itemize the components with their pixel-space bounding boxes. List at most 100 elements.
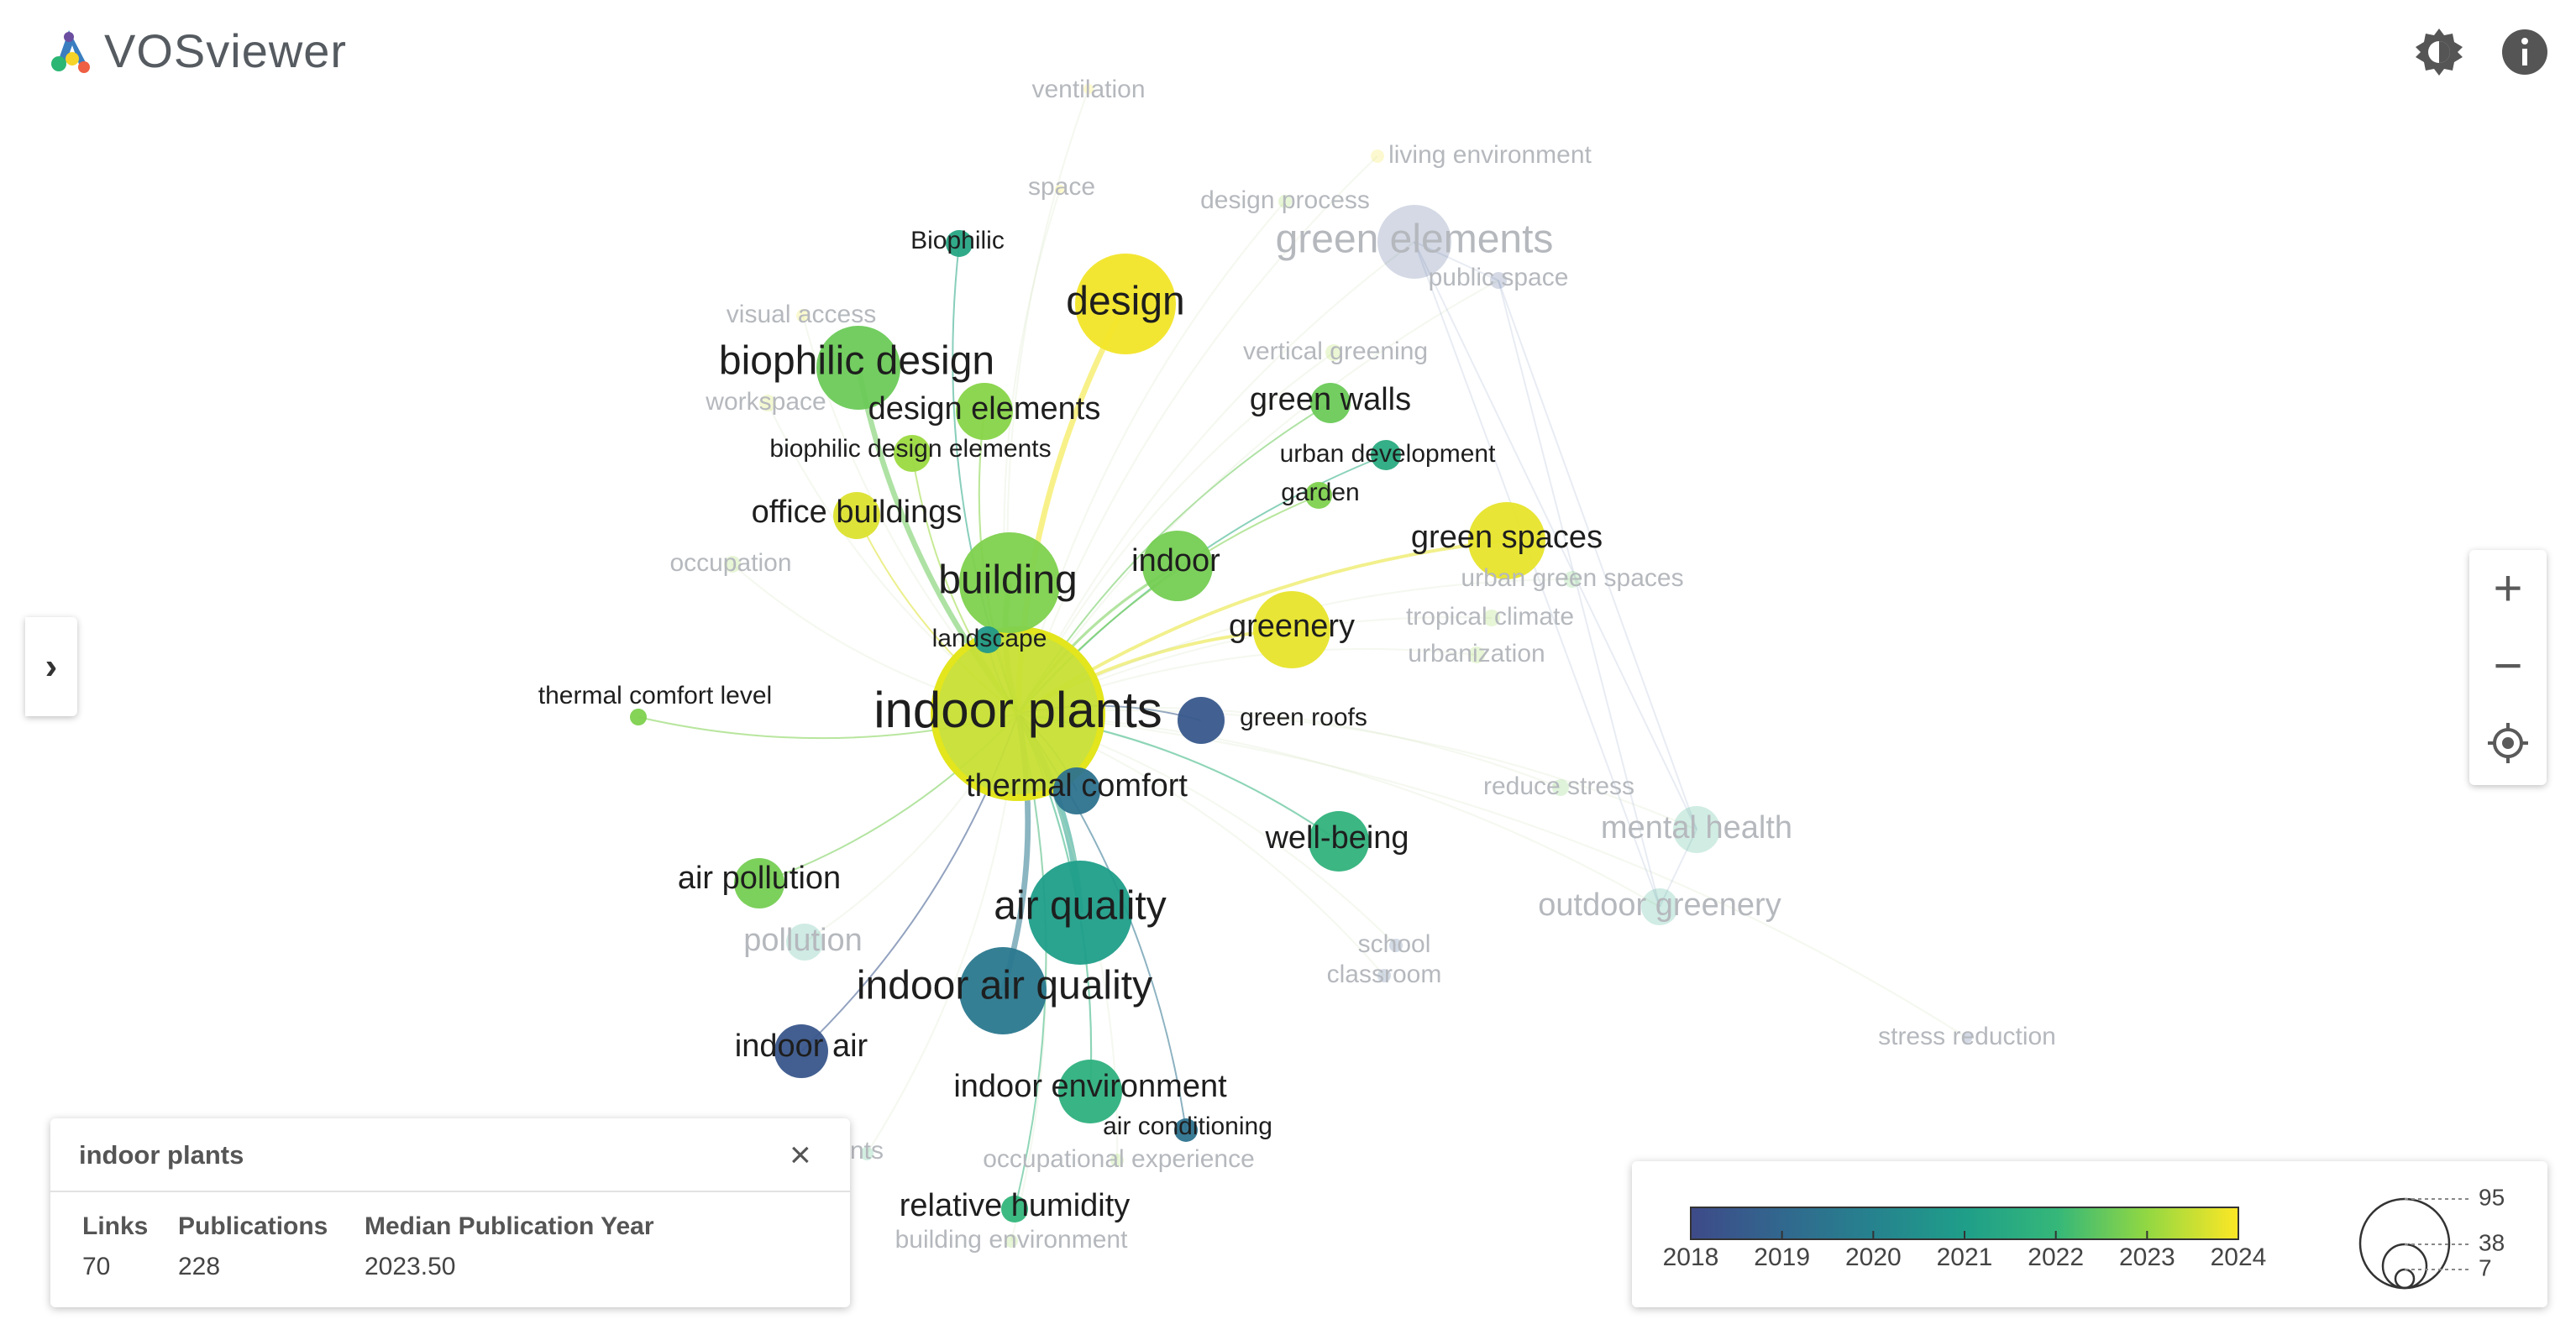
- node-occupation[interactable]: [724, 556, 741, 573]
- node-label-outdoor-greenery[interactable]: outdoor greenery: [1538, 887, 1781, 923]
- node-label-occupation[interactable]: occupation: [669, 549, 791, 577]
- node-label-building-environment[interactable]: building environment: [895, 1226, 1129, 1254]
- zoom-out-button[interactable]: −: [2469, 627, 2547, 704]
- node-design-process[interactable]: [1278, 195, 1292, 208]
- node-label-vertical-greening[interactable]: vertical greening: [1243, 338, 1428, 365]
- node-biophilic-design[interactable]: [816, 326, 900, 410]
- node-biophilic-design-elements[interactable]: [894, 435, 931, 472]
- node-label-green-elements[interactable]: green elements: [1276, 217, 1554, 262]
- node-label-public-space[interactable]: public space: [1429, 264, 1569, 291]
- node-label-indoor-air[interactable]: indoor air: [735, 1029, 868, 1064]
- node-green-roofs[interactable]: [1178, 697, 1225, 744]
- node-workspace[interactable]: [759, 395, 776, 411]
- node-label-air-conditioning[interactable]: air conditioning: [1103, 1112, 1272, 1140]
- reset-view-button[interactable]: [2469, 704, 2547, 782]
- close-icon[interactable]: ×: [790, 1134, 811, 1175]
- node-label-indoor[interactable]: indoor: [1131, 543, 1220, 578]
- node-label-biophilic-design[interactable]: biophilic design: [719, 339, 994, 384]
- node-space[interactable]: [1055, 185, 1065, 195]
- node-relative-humidity[interactable]: [1001, 1196, 1028, 1222]
- node-label-green-roofs[interactable]: green roofs: [1240, 704, 1367, 731]
- node-label-space[interactable]: space: [1028, 173, 1095, 201]
- node-label-air-quality[interactable]: air quality: [994, 884, 1166, 929]
- node-reduce-stress[interactable]: [1552, 779, 1569, 796]
- node-label-urban-development[interactable]: urban development: [1280, 440, 1497, 468]
- node-well-being[interactable]: [1309, 811, 1369, 872]
- node-label-greenery[interactable]: greenery: [1229, 609, 1355, 644]
- sidebar-toggle-button[interactable]: ›: [25, 617, 77, 716]
- node-biophilic[interactable]: [946, 230, 973, 257]
- info-icon[interactable]: [2500, 27, 2550, 77]
- node-label-ventilation[interactable]: ventilation: [1031, 76, 1145, 103]
- node-label-reduce-stress[interactable]: reduce stress: [1483, 772, 1634, 800]
- node-label-thermal-comfort[interactable]: thermal comfort: [966, 768, 1188, 804]
- node-label-green-spaces[interactable]: green spaces: [1411, 520, 1603, 555]
- node-label-well-being[interactable]: well-being: [1264, 820, 1409, 856]
- node-urbanization[interactable]: [1468, 647, 1485, 663]
- node-label-classroom[interactable]: classroom: [1327, 961, 1442, 988]
- node-label-green-walls[interactable]: green walls: [1250, 382, 1411, 417]
- node-design-elements[interactable]: [956, 383, 1013, 440]
- node-label-indoor-environment[interactable]: indoor environment: [953, 1069, 1227, 1104]
- node-label-occupational-experience[interactable]: occupational experience: [983, 1145, 1255, 1173]
- node-air-conditioning[interactable]: [1174, 1118, 1198, 1142]
- node-label-landscape[interactable]: landscape: [932, 625, 1047, 652]
- node-design[interactable]: [1075, 254, 1176, 354]
- node-label-urbanization[interactable]: urbanization: [1408, 640, 1545, 668]
- node-garden[interactable]: [1305, 482, 1332, 509]
- node-label-biophilic[interactable]: Biophilic: [910, 227, 1005, 254]
- node-label-office-buildings[interactable]: office buildings: [752, 495, 963, 530]
- node-ventilation[interactable]: [1083, 84, 1094, 94]
- node-thermal-comfort-level[interactable]: [630, 709, 647, 725]
- node-school[interactable]: [1389, 939, 1403, 952]
- node-outdoor-greenery[interactable]: [1641, 888, 1678, 925]
- node-tropical-climate[interactable]: [1483, 610, 1500, 626]
- node-building[interactable]: [959, 532, 1060, 633]
- node-pollution[interactable]: [786, 924, 823, 961]
- node-label-pollution[interactable]: pollution: [743, 923, 863, 958]
- node-urban-green-spaces[interactable]: [1564, 571, 1581, 588]
- node-label-design-elements[interactable]: design elements: [868, 391, 1101, 427]
- brightness-icon[interactable]: [2414, 27, 2464, 77]
- node-air-quality[interactable]: [1028, 861, 1132, 965]
- node-mental-health[interactable]: [1673, 806, 1720, 853]
- node-label-school[interactable]: school: [1358, 930, 1431, 958]
- node-public-space[interactable]: [1490, 272, 1507, 289]
- node-office-buildings[interactable]: [833, 492, 880, 539]
- node-label-air-pollution[interactable]: air pollution: [678, 861, 841, 896]
- node-label-living-environment[interactable]: living environment: [1388, 141, 1592, 169]
- node-label-thermal-comfort-level[interactable]: thermal comfort level: [538, 682, 772, 709]
- node-label-design[interactable]: design: [1066, 280, 1184, 324]
- node-thermal-comfort[interactable]: [1053, 767, 1100, 814]
- node-label-visual-access[interactable]: visual access: [727, 301, 876, 328]
- node-landscape[interactable]: [974, 626, 1001, 653]
- node-indoor-air[interactable]: [774, 1024, 828, 1078]
- node-vertical-greening[interactable]: [1325, 344, 1342, 361]
- node-label-relative-humidity[interactable]: relative humidity: [900, 1188, 1131, 1223]
- node-label-urban-green-spaces[interactable]: urban green spaces: [1461, 564, 1683, 592]
- node-label-nts[interactable]: nts: [850, 1137, 884, 1165]
- node-greenery[interactable]: [1253, 591, 1330, 668]
- node-label-workspace[interactable]: workspace: [705, 388, 826, 416]
- node-green-walls[interactable]: [1310, 383, 1351, 423]
- node-nts[interactable]: [860, 1147, 874, 1160]
- node-label-biophilic-design-elements[interactable]: biophilic design elements: [769, 435, 1051, 463]
- node-label-indoor-plants[interactable]: indoor plants: [874, 682, 1162, 738]
- node-green-elements[interactable]: [1377, 205, 1451, 279]
- node-classroom[interactable]: [1377, 969, 1391, 982]
- node-indoor-air-quality[interactable]: [959, 947, 1047, 1034]
- node-label-stress-reduction[interactable]: stress reduction: [1878, 1023, 2056, 1050]
- node-label-indoor-air-quality[interactable]: indoor air quality: [857, 964, 1152, 1008]
- node-indoor-environment[interactable]: [1058, 1060, 1122, 1123]
- node-label-design-process[interactable]: design process: [1200, 186, 1370, 214]
- node-label-tropical-climate[interactable]: tropical climate: [1406, 603, 1574, 631]
- zoom-in-button[interactable]: +: [2469, 550, 2547, 627]
- node-label-building[interactable]: building: [938, 558, 1077, 603]
- node-building-environment[interactable]: [1005, 1234, 1018, 1248]
- node-visual-access[interactable]: [796, 309, 810, 322]
- node-living-environment[interactable]: [1371, 149, 1384, 163]
- node-indoor[interactable]: [1142, 531, 1213, 601]
- node-label-garden[interactable]: garden: [1281, 479, 1359, 506]
- node-green-spaces[interactable]: [1468, 502, 1545, 579]
